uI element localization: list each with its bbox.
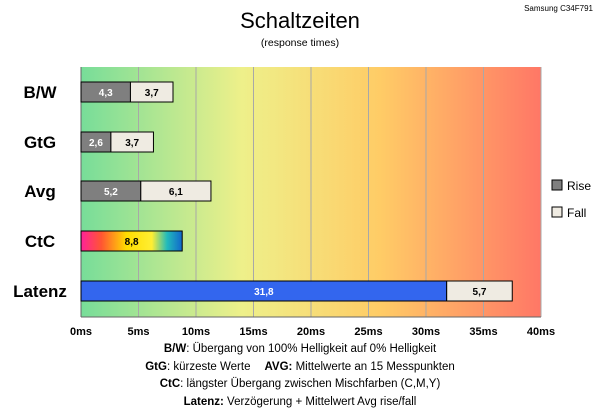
x-tick-label: 0ms [70,326,92,338]
footnote-ctc: CtC: längster Übergang zwischen Mischfar… [159,378,441,390]
bar-rise-label: 2,6 [89,138,103,149]
footnote-gtg-avg: GtG: kürzeste Werte AVG: Mittelwerte an 1… [145,360,455,373]
footnote-latenz: Latenz: Verzögerung + Mittelwert Avg ris… [183,395,417,408]
x-tick-label: 30ms [412,326,440,338]
x-tick-label: 20ms [297,326,325,338]
bar-fall-label: 6,1 [169,187,183,198]
bar-rise-label: 5,2 [104,187,118,198]
x-tick-label: 25ms [354,326,382,338]
bar-fall [140,180,212,202]
category-label: GtG [24,133,56,152]
chart-title: Schaltzeiten [240,8,360,33]
bar-fall-label: 3,7 [125,138,139,149]
chart-subtitle: (response times) [261,37,339,49]
x-tick-label: 40ms [527,326,555,338]
response-time-chart: Schaltzeiten (response times) Samsung C3… [13,4,593,338]
bar-latenz-avg [446,280,513,302]
category-label: Avg [24,182,56,201]
bar-ctc-label: 8,8 [125,237,139,248]
legend-swatch-fall [551,206,563,218]
category-label: B/W [23,83,57,102]
chart-footnotes: B/W: Übergang von 100% Helligkeit auf 0%… [0,341,600,411]
x-tick-label: 10ms [182,326,210,338]
category-label: Latenz [13,282,67,301]
bar-fall-label: 3,7 [145,88,159,99]
x-tick-label: 5ms [127,326,149,338]
bar-latenz-avg-label: 5,7 [473,287,487,298]
legend-label-fall: Fall [567,206,586,220]
bar-fall [110,131,154,153]
bar-rise-label: 4,3 [99,88,113,99]
bar-ctc [80,230,183,252]
x-tick-label: 15ms [239,326,267,338]
bar-latenz-delay-label: 31,8 [254,287,274,298]
legend-swatch-rise [551,179,563,191]
corner-label: Samsung C34F791 [524,4,593,13]
legend-label-rise: Rise [567,179,591,193]
category-label: CtC [25,232,55,251]
bar-fall [129,81,174,103]
x-tick-label: 35ms [469,326,497,338]
footnote-bw: B/W: Übergang von 100% Helligkeit auf 0%… [163,343,437,355]
